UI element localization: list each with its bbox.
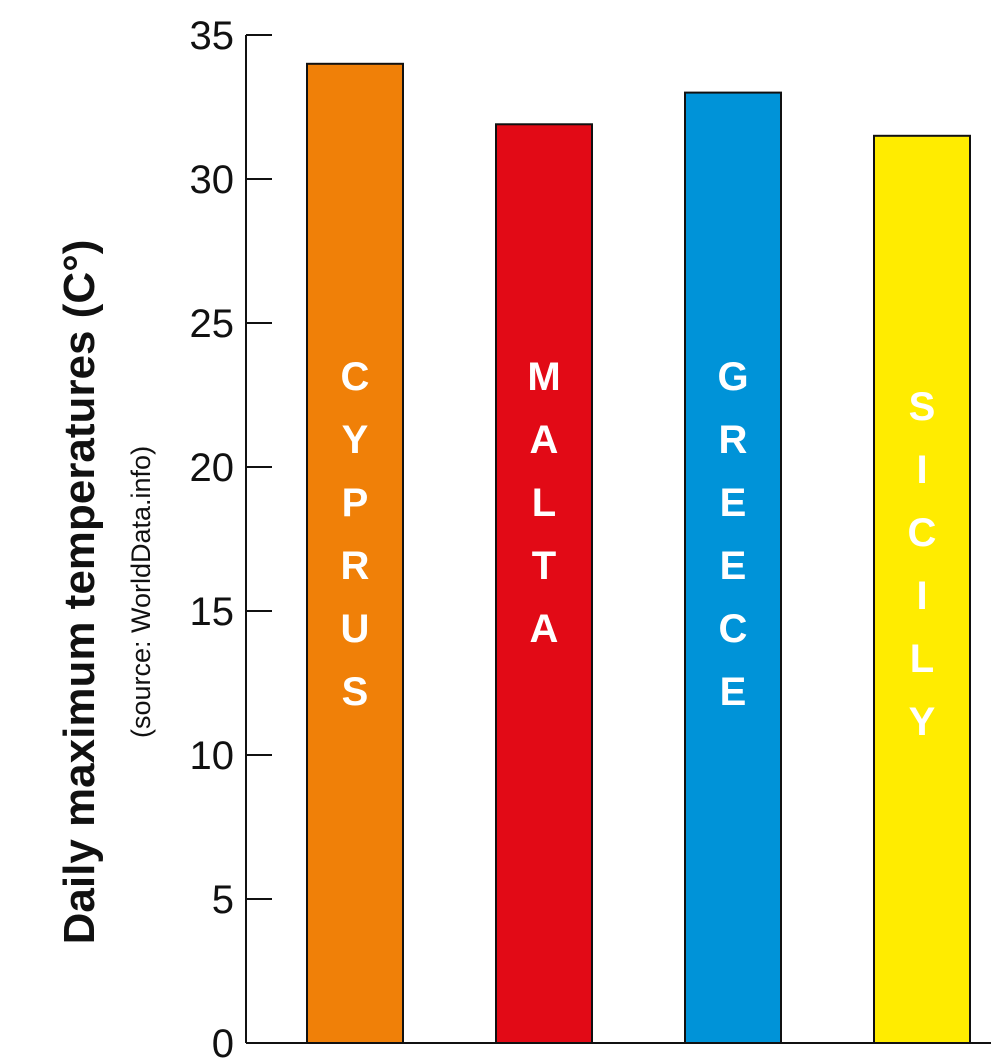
bars: C Y P R U SM A L T AG R E E C ES I C I L Y bbox=[307, 64, 970, 1043]
y-tick-label: 30 bbox=[190, 158, 235, 202]
y-axis-source-note: (source: WorldData.info) bbox=[126, 446, 156, 738]
y-axis-title: Daily maximum temperatures (C°) (source:… bbox=[55, 240, 156, 945]
y-tick-label: 15 bbox=[190, 590, 235, 634]
y-tick-label: 0 bbox=[212, 1022, 234, 1063]
y-tick-label: 25 bbox=[190, 302, 235, 346]
y-tick-label: 35 bbox=[190, 14, 235, 58]
y-axis-label: Daily maximum temperatures (C°) bbox=[55, 240, 104, 945]
y-tick-label: 10 bbox=[190, 734, 235, 778]
y-tick-label: 5 bbox=[212, 878, 234, 922]
y-tick-label: 20 bbox=[190, 446, 235, 490]
